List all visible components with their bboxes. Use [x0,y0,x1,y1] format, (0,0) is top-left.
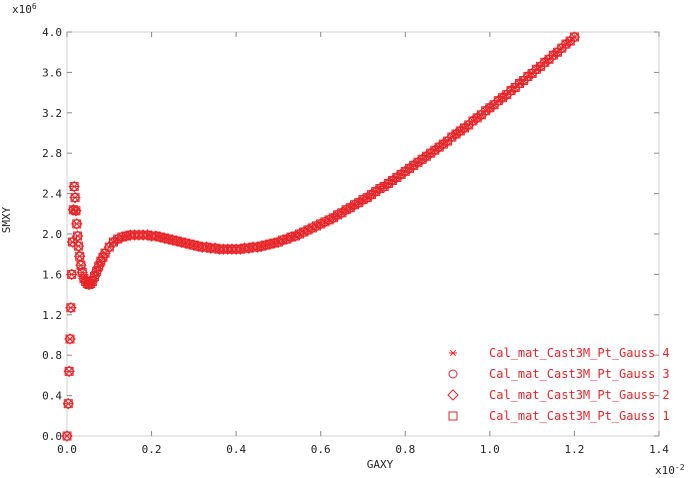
y-tick-label: 3.2 [42,107,62,120]
x-tick-label: 0.4 [226,443,246,456]
y-tick-label: 2.4 [42,188,62,201]
data-point [68,180,80,193]
y-tick-label: 3.6 [42,66,62,79]
y-tick-label: 0.0 [42,430,62,443]
tick-labels: 0.0 0.2 0.4 0.6 0.8 1.0 1.2 1.4 0.0 0.4 0.8 1.2 1.6 2… [42,26,669,456]
data-point [72,240,85,252]
axis-ticks [66,31,660,437]
legend-marker-asterisk [449,349,457,357]
data-point [65,268,78,281]
legend: Cal_mat_Cast3M_Pt_Gauss 4 Cal_mat_Cast3M_… [447,346,670,423]
y-tick-label: 1.2 [42,309,62,322]
x-tick-label: 1.0 [480,443,500,456]
legend-label: Cal_mat_Cast3M_Pt_Gauss 2 [489,388,670,402]
legend-label: Cal_mat_Cast3M_Pt_Gauss 3 [489,367,670,381]
y-tick-label: 2.0 [42,228,62,241]
y-tick-label: 0.4 [42,390,62,403]
data-point [64,333,76,345]
x-tick-label: 0.0 [57,443,77,456]
y-tick-label: 2.8 [42,147,62,160]
data-point [62,397,74,410]
x-tick-label: 1.2 [564,443,584,456]
data-point [63,365,75,378]
x-axis-label: GAXY [367,458,394,471]
data-point [73,250,86,262]
x-tick-label: 0.2 [142,443,162,456]
x-tick-label: 1.4 [649,443,669,456]
y-tick-label: 4.0 [42,26,62,39]
x-multiplier: x10-2 [655,463,685,477]
data-point [65,302,77,314]
data-point [70,205,82,217]
data-point [71,230,84,242]
data-point [71,218,83,230]
y-tick-label: 1.6 [42,268,62,281]
data-point [61,430,73,442]
y-tick-label: 0.8 [42,349,62,362]
y-axis-label: SMXY [0,206,13,233]
legend-label: Cal_mat_Cast3M_Pt_Gauss 1 [489,409,670,423]
x-tick-label: 0.6 [311,443,331,456]
y-multiplier: x106 [12,2,37,16]
data-point [69,191,81,204]
legend-marker-circle [448,369,458,379]
data-markers [61,31,581,442]
x-tick-label: 0.8 [395,443,415,456]
legend-marker-diamond [447,389,459,401]
legend-marker-square [448,411,458,421]
data-point [568,31,581,43]
legend-label: Cal_mat_Cast3M_Pt_Gauss 4 [489,346,670,360]
